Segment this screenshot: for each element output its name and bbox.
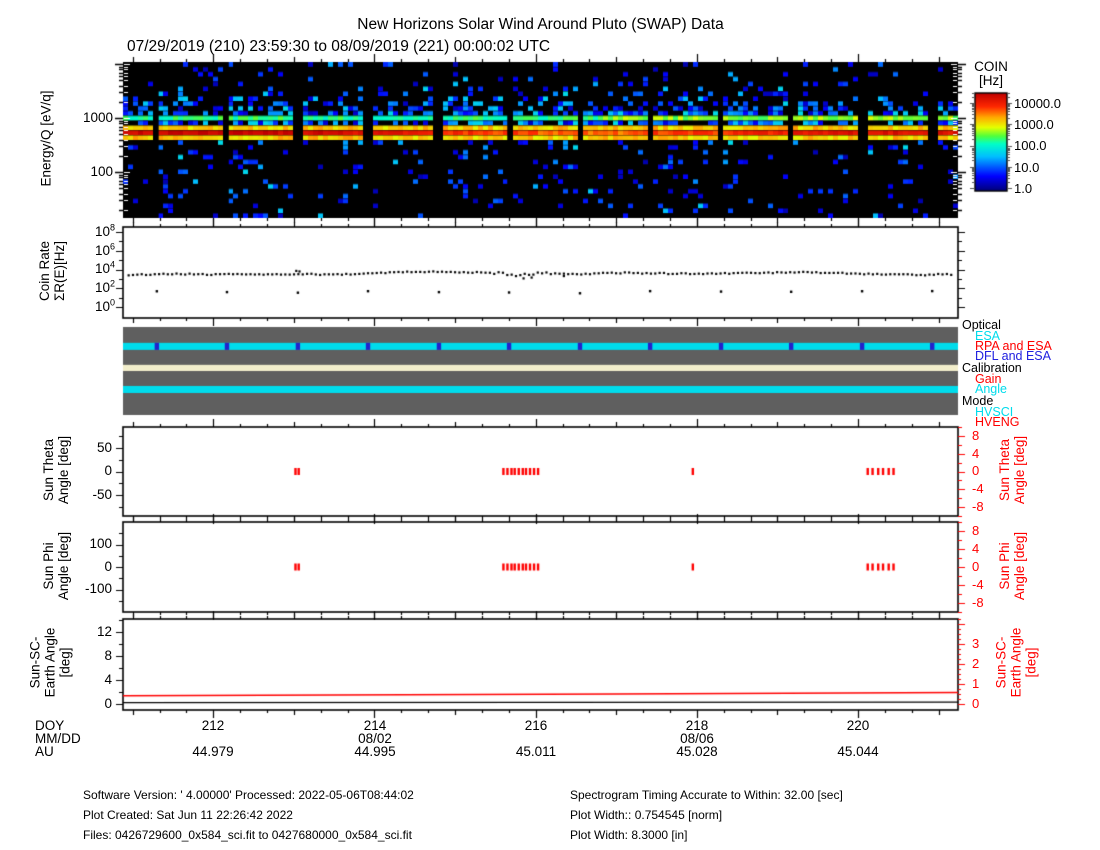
xaxis-row-label-au: AU <box>35 744 54 759</box>
footer-files: Files: 0426729600_0x584_sci.fit to 04276… <box>83 828 412 842</box>
legend-gain: Gain <box>975 372 1002 386</box>
suntheta-right-ytick: -8 <box>972 499 984 514</box>
sunphi-right-ytick: 4 <box>972 541 980 556</box>
au-tick-label: 45.028 <box>676 744 718 759</box>
coinrate-ytick: 104 <box>94 259 115 276</box>
legend-rpa-and-esa: RPA and ESA <box>975 339 1052 353</box>
doy-tick-label: 214 <box>363 718 387 733</box>
colorbar-tick-label: 1.0 <box>1014 181 1033 196</box>
sunphi-right-ytick: 8 <box>972 523 980 538</box>
mmdd-tick-label: 08/06 <box>680 731 714 746</box>
xaxis-row-label-mmdd: MM/DD <box>35 731 81 746</box>
colorbar-tick-label: 100.0 <box>1014 138 1047 153</box>
au-tick-label: 45.044 <box>837 744 879 759</box>
spectrogram-ytick: 100 <box>90 164 113 179</box>
sunearth-ytick: 8 <box>104 648 112 663</box>
suntheta-right-ytick: 4 <box>972 446 980 461</box>
legend-esa: ESA <box>975 329 1001 343</box>
coinrate-ytick: 108 <box>94 222 115 239</box>
au-tick-label: 44.995 <box>354 744 396 759</box>
doy-tick-label: 212 <box>201 718 225 733</box>
suntheta-ytick: 50 <box>96 440 112 455</box>
doy-tick-label: 216 <box>524 718 548 733</box>
xaxis-row-label-doy: DOY <box>35 718 65 733</box>
footer-plot-width-norm: Plot Width:: 0.754545 [norm] <box>570 808 723 822</box>
legend-angle: Angle <box>975 382 1007 396</box>
footer-plot-created: Plot Created: Sat Jun 11 22:26:42 2022 <box>83 808 293 822</box>
sunphi-right-ytick: -8 <box>972 595 984 610</box>
footer-software-version: Software Version: ' 4.00000' Processed: … <box>83 788 414 802</box>
footer-timing-accuracy: Spectrogram Timing Accurate to Within: 3… <box>570 788 843 802</box>
sunphi-right-ytick: 0 <box>972 559 980 574</box>
sunearth-ytick: 4 <box>104 672 112 687</box>
legend-dfl-and-esa: DFL and ESA <box>975 349 1051 363</box>
colorbar-title: COIN [Hz] <box>974 59 1008 88</box>
suntheta-ytick: 0 <box>104 463 112 478</box>
suntheta-right-ytick: 0 <box>972 463 980 478</box>
au-tick-label: 44.979 <box>192 744 234 759</box>
legend-mode-header: Mode <box>962 394 994 408</box>
footer-plot-width-in: Plot Width: 8.3000 [in] <box>570 828 688 842</box>
au-tick-label: 45.011 <box>515 744 557 759</box>
sunphi-right-ytick: -4 <box>972 577 984 592</box>
coinrate-ytick: 102 <box>94 278 115 295</box>
coinrate-ytick: 106 <box>94 241 115 258</box>
doy-tick-label: 220 <box>846 718 870 733</box>
coinrate-ytick: 100 <box>94 297 115 314</box>
legend-hveng: HVENG <box>975 415 1020 429</box>
sunphi-ytick: -100 <box>84 581 112 596</box>
sunphi-ytick: 100 <box>89 536 112 551</box>
legend-optical-header: Optical <box>962 318 1001 332</box>
colorbar-tick-label: 10000.0 <box>1014 96 1061 111</box>
time-range-subtitle: 07/29/2019 (210) 23:59:30 to 08/09/2019 … <box>127 38 551 55</box>
sunearth-right-ytick: 2 <box>972 656 980 671</box>
suntheta-right-ytick: -4 <box>972 481 984 496</box>
colorbar-tick-label: 1000.0 <box>1014 117 1054 132</box>
sunphi-ytick: 0 <box>104 559 112 574</box>
sunearth-right-ylabel: Sun-SC- Earth Angle [deg] <box>993 627 1039 698</box>
sunearth-right-ytick: 0 <box>972 696 980 711</box>
sunearth-right-ytick: 1 <box>972 676 980 691</box>
mmdd-tick-label: 08/02 <box>358 731 392 746</box>
sunearth-ytick: 12 <box>96 624 112 639</box>
doy-tick-label: 218 <box>685 718 709 733</box>
spectrogram-ytick: 1000 <box>82 110 113 125</box>
sunearth-right-ytick: 3 <box>972 636 980 651</box>
sunearth-ytick: 0 <box>104 696 112 711</box>
legend-calibration-header: Calibration <box>962 361 1022 375</box>
colorbar-tick-label: 10.0 <box>1014 160 1040 175</box>
suntheta-right-ytick: 8 <box>972 428 980 443</box>
suntheta-ytick: -50 <box>92 487 112 502</box>
page-title: New Horizons Solar Wind Around Pluto (SW… <box>357 16 724 33</box>
legend-hvsci: HVSCI <box>975 405 1014 419</box>
